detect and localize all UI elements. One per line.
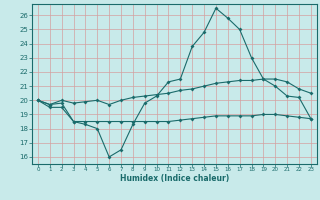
X-axis label: Humidex (Indice chaleur): Humidex (Indice chaleur) — [120, 174, 229, 183]
